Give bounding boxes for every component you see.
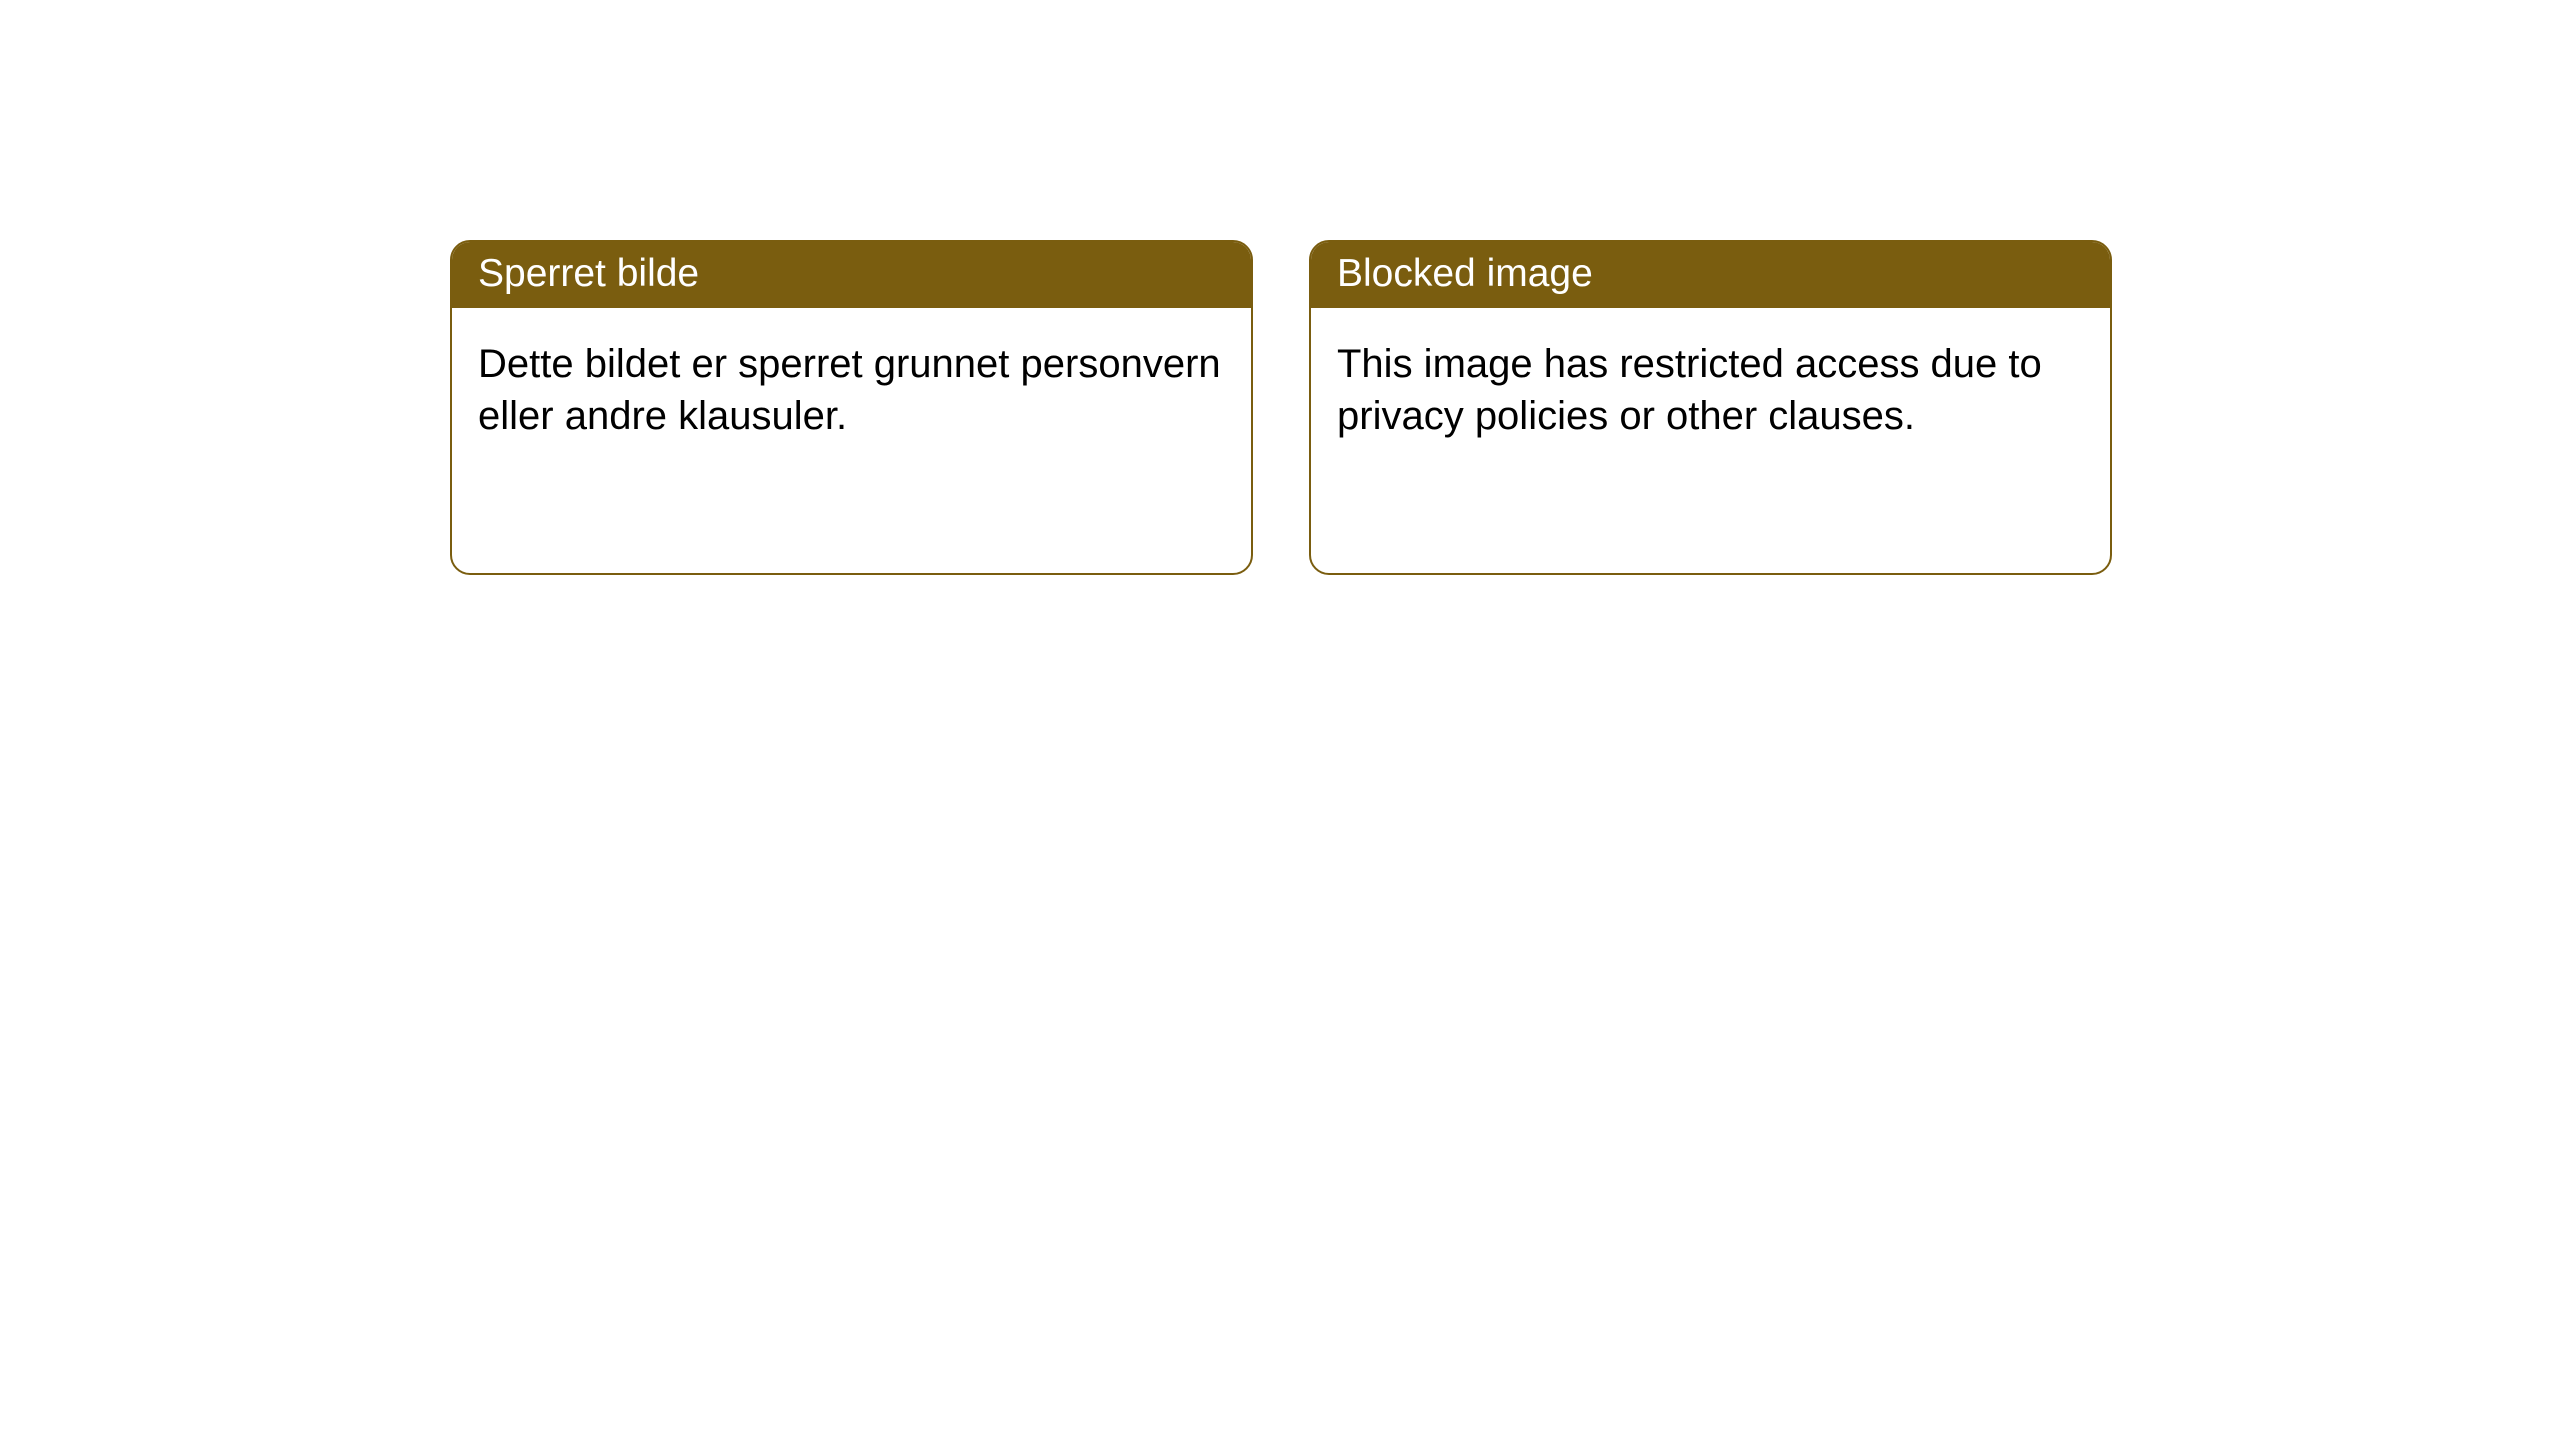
notice-body: This image has restricted access due to … — [1311, 308, 2110, 472]
notice-card-english: Blocked image This image has restricted … — [1309, 240, 2112, 575]
notice-card-norwegian: Sperret bilde Dette bildet er sperret gr… — [450, 240, 1253, 575]
notice-title: Sperret bilde — [452, 242, 1251, 308]
notice-title: Blocked image — [1311, 242, 2110, 308]
notice-body: Dette bildet er sperret grunnet personve… — [452, 308, 1251, 472]
notice-container: Sperret bilde Dette bildet er sperret gr… — [0, 0, 2560, 575]
